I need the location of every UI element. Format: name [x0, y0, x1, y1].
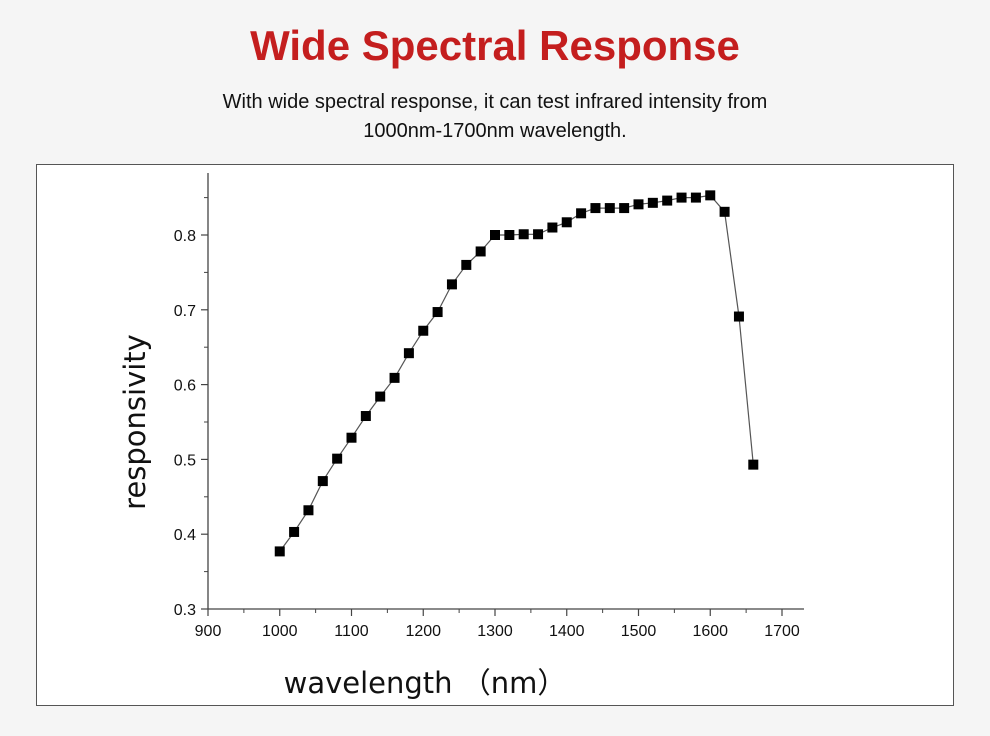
- x-tick-label: 1200: [405, 623, 441, 640]
- data-point: [274, 546, 285, 557]
- x-tick-label: 900: [195, 623, 222, 640]
- data-point: [647, 197, 658, 208]
- data-point: [303, 505, 314, 516]
- data-point: [490, 230, 500, 240]
- data-point: [375, 391, 386, 402]
- data-point: [504, 230, 515, 240]
- data-point: [633, 199, 644, 210]
- page-title: Wide Spectral Response: [250, 22, 740, 69]
- y-axis-title: responsivity: [118, 334, 152, 510]
- data-point: [317, 476, 328, 487]
- x-axis-title: wavelength （nm）: [284, 666, 567, 700]
- data-point: [690, 192, 701, 203]
- y-tick-label: 0.7: [174, 303, 196, 320]
- chart-axes: 900 1000 1100 1200 1300 1400 1500 1600 1700 0.3 0.…: [174, 173, 804, 640]
- data-point: [533, 229, 544, 240]
- data-point: [719, 206, 730, 217]
- y-tick-label: 0.8: [174, 228, 196, 245]
- y-tick-label: 0.6: [174, 378, 196, 395]
- data-point: [346, 432, 357, 443]
- x-tick-label: 1400: [549, 623, 585, 640]
- data-point: [676, 192, 687, 203]
- x-tick-label: 1500: [621, 623, 657, 640]
- data-point: [576, 208, 587, 219]
- data-point: [403, 348, 414, 359]
- x-tick-label: 1100: [334, 623, 369, 640]
- data-point: [432, 307, 443, 318]
- data-point: [561, 217, 572, 228]
- y-tick-label: 0.5: [174, 452, 196, 469]
- subtitle-line-2: 1000nm-1700nm wavelength.: [363, 120, 627, 142]
- data-point: [389, 372, 400, 383]
- chart-frame: 900 1000 1100 1200 1300 1400 1500 1600 1700 0.3 0.…: [36, 164, 954, 706]
- data-point: [590, 203, 601, 214]
- data-point: [289, 526, 300, 537]
- data-point: [547, 222, 558, 233]
- data-point: [461, 259, 472, 270]
- responsivity-chart: 900 1000 1100 1200 1300 1400 1500 1600 1700 0.3 0.…: [118, 173, 804, 700]
- data-point: [604, 203, 615, 214]
- x-tick-label: 1600: [692, 623, 728, 640]
- series-line: [279, 194, 754, 552]
- data-point: [619, 203, 630, 214]
- data-point: [332, 453, 343, 464]
- x-tick-label: 1300: [477, 623, 513, 640]
- data-point: [446, 279, 457, 290]
- responsivity-series: [274, 190, 759, 557]
- data-point: [475, 246, 486, 257]
- data-point: [360, 411, 371, 422]
- x-tick-label: 1700: [764, 623, 800, 640]
- data-point: [748, 459, 759, 470]
- y-tick-label: 0.4: [174, 527, 196, 544]
- y-tick-label: 0.3: [174, 602, 196, 619]
- x-tick-label: 1000: [262, 623, 298, 640]
- subtitle-line-1: With wide spectral response, it can test…: [222, 91, 768, 113]
- data-point: [705, 190, 716, 201]
- data-point: [418, 325, 429, 336]
- data-point: [662, 195, 673, 206]
- data-point: [733, 311, 744, 322]
- page-subtitle: With wide spectral response, it can test…: [0, 88, 990, 146]
- data-point: [518, 229, 529, 240]
